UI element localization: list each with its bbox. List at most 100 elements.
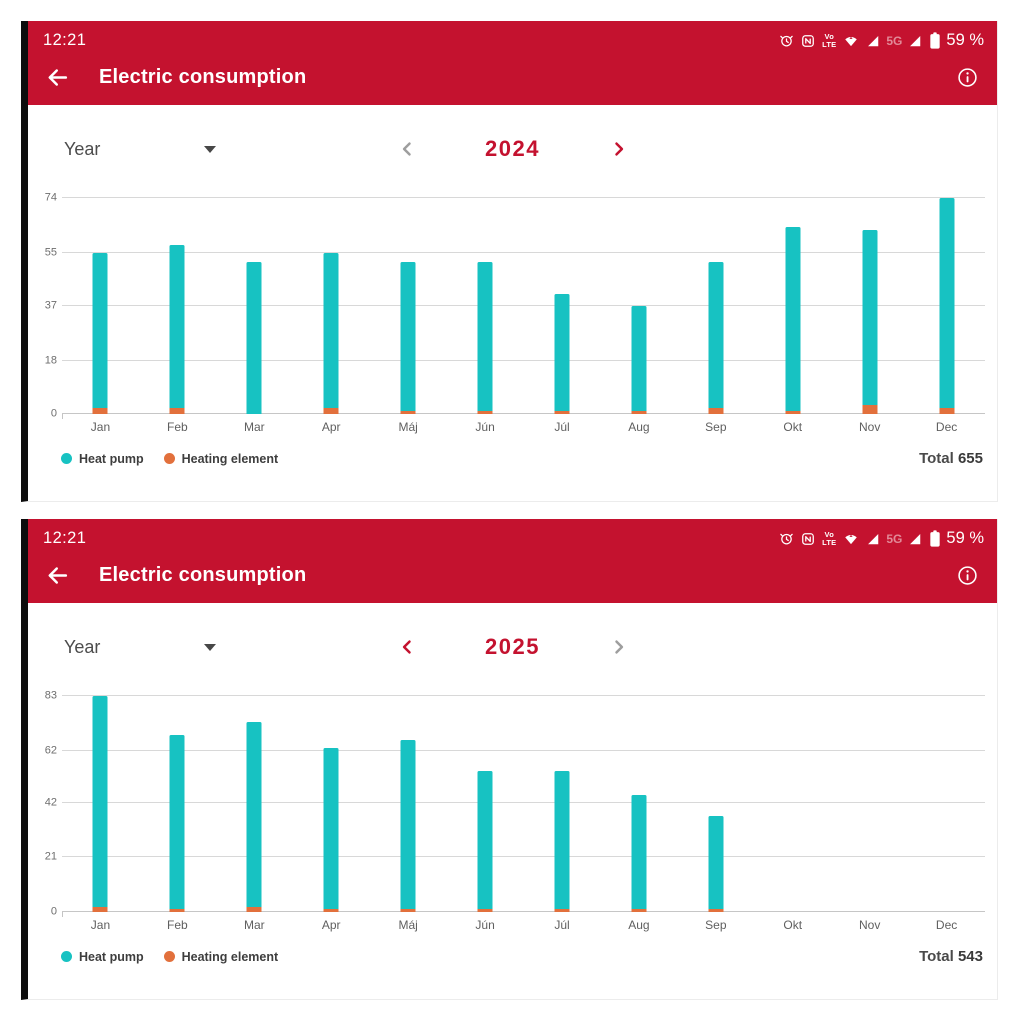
y-axis-label: 0 <box>50 905 57 918</box>
heating-element-segment <box>92 906 108 912</box>
bar-mar[interactable] <box>246 262 262 414</box>
bar-aug[interactable] <box>631 306 647 414</box>
signal-icon <box>866 34 880 48</box>
bar-apr[interactable] <box>323 253 339 414</box>
bar-okt[interactable] <box>785 227 801 414</box>
legend-item: Heat pump <box>61 950 144 964</box>
heating-element-segment <box>554 909 570 912</box>
bar-jan[interactable] <box>92 696 108 912</box>
wifi-calling-icon <box>843 531 859 546</box>
battery-icon <box>929 32 941 49</box>
bar-nov[interactable] <box>862 230 878 414</box>
bar-aug[interactable] <box>631 794 647 912</box>
heating-element-segment <box>400 411 416 414</box>
legend-label: Heat pump <box>79 949 144 964</box>
alarm-icon <box>779 531 794 546</box>
x-axis-label: Jan <box>90 420 111 434</box>
heat-pump-segment <box>631 306 647 412</box>
back-button[interactable] <box>45 65 70 90</box>
page: 12:21 Vo LTE 5G 59 % Electric consumption… <box>21 21 998 1000</box>
heat-pump-segment <box>92 253 108 409</box>
gridline <box>62 413 985 414</box>
plot-area <box>62 197 985 419</box>
heat-pump-segment <box>554 771 570 910</box>
bars-layer <box>62 198 985 414</box>
chart-footer: Heat pump Heating element Total 655 <box>61 450 983 467</box>
period-mode-label: Year <box>64 138 101 159</box>
chart-footer: Heat pump Heating element Total 543 <box>61 948 983 965</box>
y-axis-label: 62 <box>44 744 57 757</box>
gridline <box>62 856 985 858</box>
bar-jún[interactable] <box>477 771 493 912</box>
bar-sep[interactable] <box>708 815 724 912</box>
heating-element-segment <box>477 909 493 912</box>
page-title: Electric consumption <box>99 65 307 88</box>
period-mode-dropdown[interactable]: Year <box>64 637 216 658</box>
volte-icon: Vo LTE <box>822 530 837 547</box>
bar-feb[interactable] <box>169 735 185 912</box>
x-axis: Jan Feb Mar Apr Máj Jún Júl Aug Sep Okt Nov Dec <box>62 918 985 932</box>
total-text: Total 543 <box>919 948 983 965</box>
legend-dot <box>163 453 175 464</box>
x-axis: Jan Feb Mar Apr Máj Jún Júl Aug Sep Okt Nov Dec <box>62 420 985 434</box>
previous-year-button[interactable] <box>397 636 417 658</box>
legend-item: Heating element <box>163 950 278 964</box>
bar-dec[interactable] <box>939 198 955 414</box>
y-axis-label: 42 <box>44 796 57 809</box>
heating-element-segment <box>246 906 262 912</box>
heat-pump-segment <box>92 696 108 907</box>
info-icon[interactable] <box>957 565 978 586</box>
battery-percent-text: 59 % <box>946 31 984 49</box>
bar-jan[interactable] <box>92 253 108 414</box>
y-axis-label: 18 <box>44 354 57 367</box>
next-year-button[interactable] <box>609 636 629 658</box>
x-axis-label: Feb <box>167 420 188 434</box>
bar-jún[interactable] <box>477 262 493 414</box>
app-bar: Electric consumption <box>28 555 997 603</box>
heat-pump-segment <box>323 748 339 910</box>
network-type-badge: 5G <box>886 531 903 546</box>
heating-element-segment <box>631 909 647 912</box>
bar-slot <box>600 696 677 912</box>
signal-icon <box>908 532 922 546</box>
x-axis-label: Jún <box>475 918 495 932</box>
heat-pump-segment <box>400 740 416 910</box>
legend-item: Heating element <box>163 452 278 466</box>
bar-máj[interactable] <box>400 740 416 912</box>
legend-label: Heat pump <box>79 451 144 466</box>
gridline <box>62 911 985 912</box>
bar-sep[interactable] <box>708 262 724 414</box>
next-year-button[interactable] <box>609 138 629 160</box>
y-axis-label: 0 <box>50 407 57 420</box>
x-axis-label: Máj <box>398 420 418 434</box>
x-axis-label: Nov <box>859 420 881 434</box>
bar-júl[interactable] <box>554 294 570 414</box>
back-button[interactable] <box>45 563 70 588</box>
y-axis-label: 55 <box>44 246 57 259</box>
bar-apr[interactable] <box>323 748 339 912</box>
previous-year-button[interactable] <box>397 138 417 160</box>
x-axis-label: Apr <box>321 918 341 932</box>
bar-feb[interactable] <box>169 244 185 414</box>
x-axis-label: Júl <box>554 918 570 932</box>
bar-mar[interactable] <box>246 722 262 912</box>
bar-slot <box>139 696 216 912</box>
period-mode-dropdown[interactable]: Year <box>64 139 216 160</box>
bar-máj[interactable] <box>400 262 416 414</box>
x-axis-label: Máj <box>398 918 418 932</box>
bar-slot <box>216 198 293 414</box>
nfc-icon <box>801 532 815 546</box>
gridline <box>62 252 985 254</box>
bar-júl[interactable] <box>554 771 570 912</box>
bar-slot <box>62 696 139 912</box>
info-icon[interactable] <box>957 67 978 88</box>
bar-slot <box>677 198 754 414</box>
x-axis-label: Sep <box>705 420 727 434</box>
x-axis-label: Júl <box>554 420 570 434</box>
period-mode-label: Year <box>64 636 101 657</box>
heating-element-segment <box>708 909 724 912</box>
heat-pump-segment <box>169 735 185 910</box>
heating-element-segment <box>400 909 416 912</box>
total-text: Total 655 <box>919 450 983 467</box>
gridline <box>62 801 985 803</box>
